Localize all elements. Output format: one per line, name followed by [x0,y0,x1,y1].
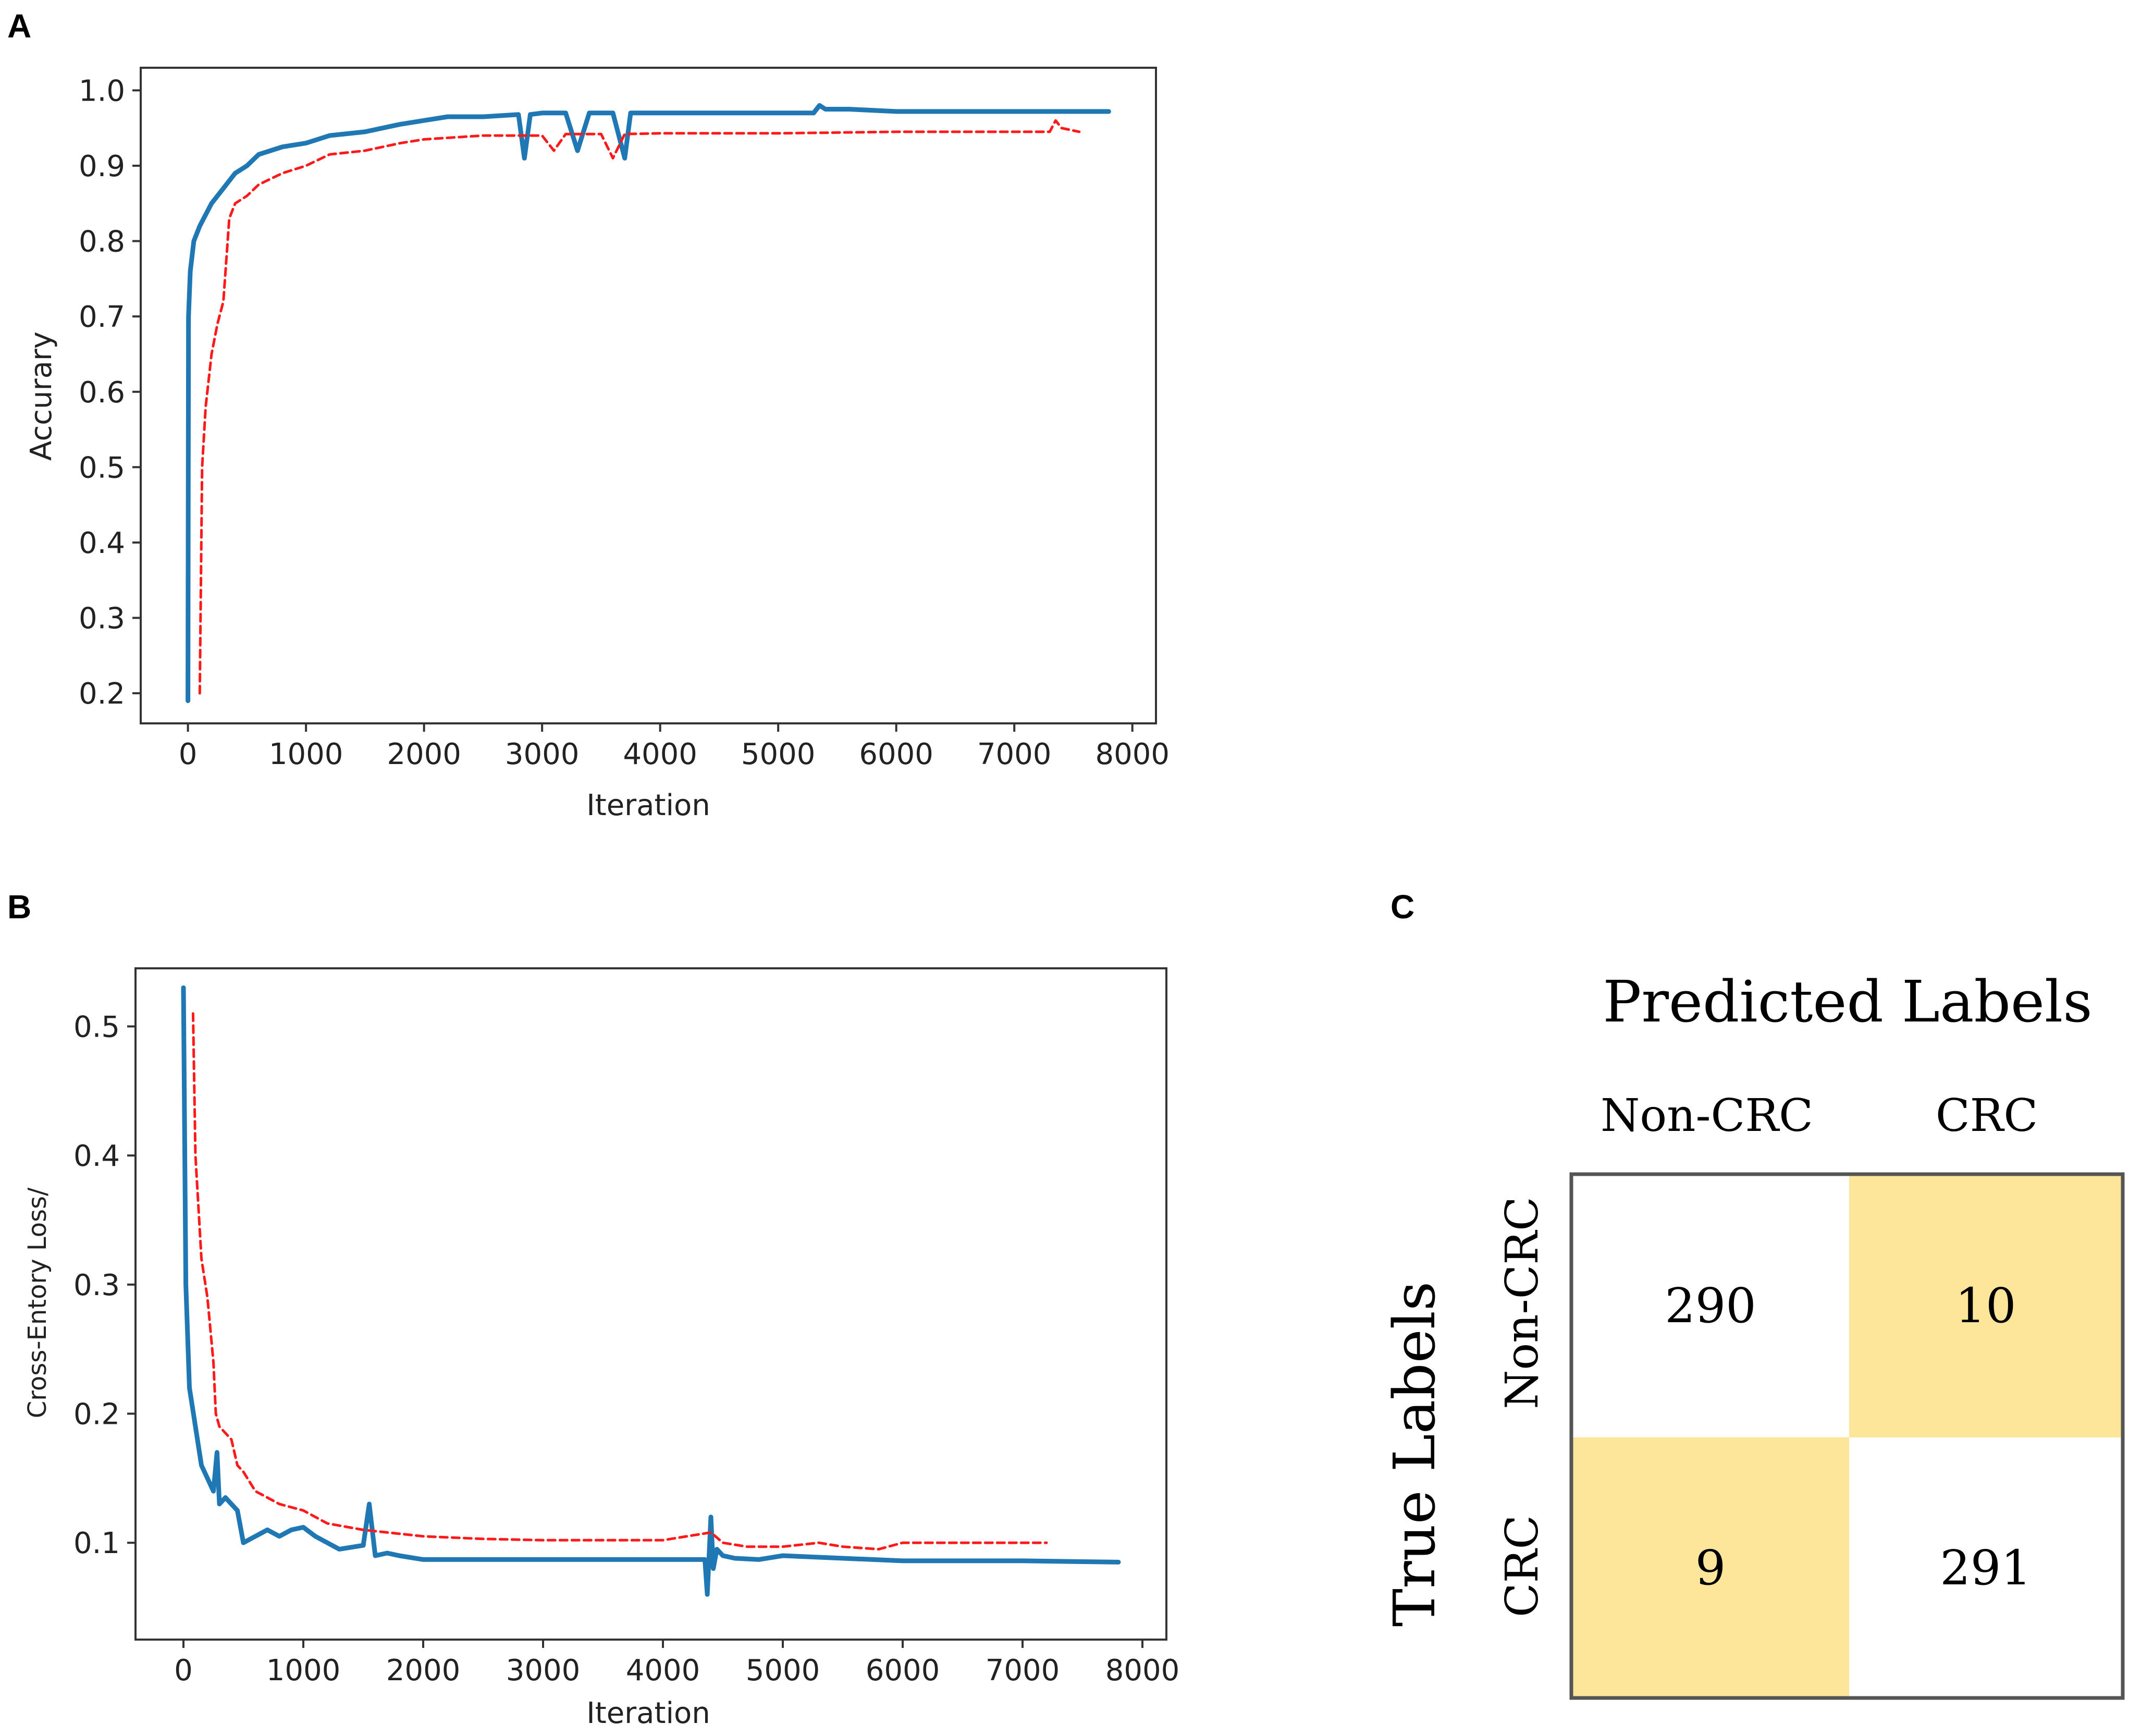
matrix-cell-background [1571,1437,1849,1698]
chart-b-series-layer [181,985,1121,1597]
row-header-crc: CRC [1496,1515,1548,1617]
y-tick-label: 0.9 [79,150,125,183]
matrix-cell-background [1571,1174,1849,1437]
true-labels-title: True Labels [1381,1282,1448,1627]
y-tick-label: 0.2 [73,1398,120,1432]
y-tick-label: 0.4 [73,1139,120,1173]
x-tick-label: 6000 [859,737,933,771]
y-tick-label: 0.6 [79,376,125,410]
chart-b-frame [134,967,1167,1641]
predicted-labels-title: Predicted Labels [1603,968,2092,1035]
x-tick-label: 5000 [741,737,816,771]
x-tick-label: 6000 [866,1654,940,1688]
row-header-non-crc: Non-CRC [1496,1197,1548,1409]
x-tick-label: 2000 [387,737,461,771]
y-tick-label: 0.7 [79,300,125,334]
x-tick-label: 8000 [1095,737,1170,771]
x-tick-label: 3000 [505,737,580,771]
chart-b-y-axis-label: Cross-Entory Loss/ [23,1187,52,1419]
x-tick-label: 7000 [986,1654,1060,1688]
matrix-cell-value: 291 [1940,1540,2032,1596]
y-tick-label: 0.3 [79,602,125,636]
x-tick-label: 0 [179,737,198,771]
chart-a-x-ticks: 0 1000 2000 3000 4000 5000 6000 7000 8000 [179,723,1170,771]
chart-a-series-layer [186,103,1111,704]
chart-b-x-axis-label: Iteration [586,1696,710,1730]
x-tick-label: 2000 [386,1654,461,1688]
matrix-cell-value: 9 [1695,1540,1726,1596]
chart-a-accuracy: 0 1000 2000 3000 4000 5000 6000 7000 8000 0.2 0.3… [24,67,1170,822]
y-tick-label: 0.8 [79,225,125,259]
x-tick-label: 4000 [623,737,697,771]
chart-b-x-ticks: 0 1000 2000 3000 4000 5000 6000 7000 8000 [174,1640,1179,1688]
chart-b-y-ticks: 0.1 0.2 0.3 0.4 0.5 [73,1010,136,1560]
matrix-cell-background [1849,1437,2123,1698]
y-tick-label: 0.1 [73,1526,120,1560]
series-line-train [186,103,1111,704]
chart-a-y-ticks: 0.2 0.3 0.4 0.5 0.6 0.7 0.8 0.9 1.0 [79,74,141,711]
column-header-non-crc: Non-CRC [1601,1090,1813,1142]
series-line-validation [191,1012,1048,1551]
y-tick-label: 0.5 [79,451,125,485]
x-tick-label: 4000 [626,1654,700,1688]
x-tick-label: 5000 [746,1654,820,1688]
x-tick-label: 7000 [977,737,1052,771]
chart-a-y-axis-label: Accurary [24,331,58,461]
x-tick-label: 1000 [266,1654,341,1688]
panel-label-c: C [1390,888,1414,926]
matrix-cell-value: 10 [1955,1278,2016,1334]
series-line-validation [198,119,1081,695]
x-tick-label: 3000 [506,1654,581,1688]
y-tick-label: 0.4 [79,526,125,560]
x-tick-label: 0 [174,1654,193,1688]
y-tick-label: 0.2 [79,677,125,711]
series-line-train [181,985,1121,1597]
x-tick-label: 1000 [269,737,343,771]
matrix-border [1569,1172,2125,1700]
chart-b-loss: 0 1000 2000 3000 4000 5000 6000 7000 8000 0.1 0.2… [23,967,1179,1730]
column-header-crc: CRC [1936,1090,2038,1142]
chart-a-frame [140,67,1157,724]
panel-label-a: A [7,7,31,45]
y-tick-label: 0.5 [73,1010,120,1044]
y-tick-label: 1.0 [79,74,125,108]
x-tick-label: 8000 [1105,1654,1180,1688]
confusion-matrix: Predicted Labels Non-CRC CRC True Labels… [1381,968,2125,1700]
matrix-cell-background [1849,1174,2123,1437]
chart-a-x-axis-label: Iteration [586,789,710,822]
y-tick-label: 0.3 [73,1269,120,1302]
panel-label-b: B [7,888,31,926]
matrix-cell-value: 290 [1665,1278,1756,1334]
